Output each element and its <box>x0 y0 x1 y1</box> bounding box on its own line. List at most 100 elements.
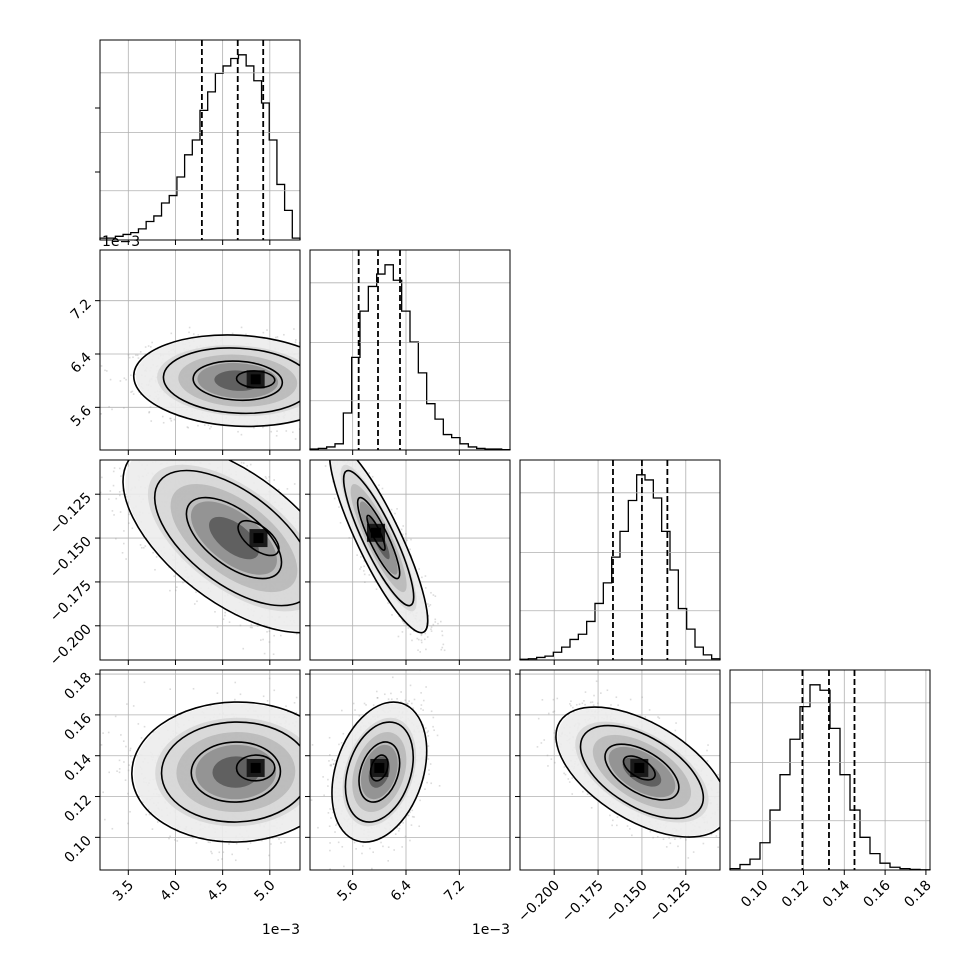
scatter-point <box>318 579 320 581</box>
scatter-point <box>111 408 113 411</box>
scatter-point <box>139 393 142 396</box>
scatter-point <box>315 565 317 567</box>
scatter-point <box>207 424 210 426</box>
scatter-point <box>311 366 313 368</box>
scatter-point <box>305 564 307 566</box>
histogram-step <box>729 684 931 871</box>
scatter-point <box>319 622 321 624</box>
scatter-point <box>193 603 196 605</box>
scatter-point <box>320 512 322 514</box>
scatter-point <box>335 378 337 380</box>
scatter-point <box>319 358 321 360</box>
scatter-point <box>250 454 252 456</box>
scatter-point <box>321 364 323 366</box>
scatter-point <box>301 405 303 407</box>
scatter-point <box>325 437 327 439</box>
scatter-point <box>306 372 308 374</box>
scatter-point <box>305 389 307 391</box>
scatter-point <box>306 360 308 362</box>
scatter-point <box>314 613 316 615</box>
density-peak-core <box>250 374 261 385</box>
scatter-point <box>319 347 321 349</box>
scatter-point <box>327 526 329 528</box>
scatter-point <box>324 393 326 395</box>
scatter-point <box>272 653 275 656</box>
scatter-point <box>315 406 317 408</box>
scatter-point <box>314 422 316 424</box>
scatter-point <box>342 379 344 381</box>
scatter-point <box>332 384 334 386</box>
contour-line <box>162 347 300 415</box>
scatter-point <box>161 453 163 455</box>
scatter-point <box>100 491 102 494</box>
scatter-point <box>224 614 226 617</box>
scatter-point <box>312 555 314 557</box>
scatter-point <box>303 574 305 576</box>
scatter-point <box>308 561 310 563</box>
scatter-point <box>312 616 314 618</box>
scatter-point <box>337 390 339 392</box>
scatter-point <box>302 369 304 371</box>
scatter-point <box>173 445 175 447</box>
scatter-point <box>303 549 305 551</box>
scatter-point <box>197 454 199 456</box>
scatter-point <box>313 404 315 406</box>
scatter-point <box>306 616 308 618</box>
scatter-point <box>332 396 334 398</box>
scatter-point <box>345 401 347 403</box>
scatter-point <box>301 404 303 406</box>
scatter-point <box>322 595 324 597</box>
scatter-point <box>126 496 128 498</box>
scatter-point <box>170 332 173 335</box>
scatter-point <box>187 426 190 429</box>
scatter-point <box>337 564 339 566</box>
scatter-point <box>134 453 136 455</box>
scatter-point <box>121 552 124 554</box>
scatter-point <box>325 602 327 604</box>
scatter-point <box>349 638 351 640</box>
scatter-point <box>346 385 348 387</box>
scatter-point <box>326 375 328 377</box>
scatter-point <box>366 382 368 384</box>
scatter-point <box>321 349 323 351</box>
scatter-point <box>143 456 145 458</box>
scatter-point <box>302 419 304 421</box>
scatter-point <box>101 476 103 479</box>
scatter-point <box>314 588 316 590</box>
scatter-point <box>127 353 130 356</box>
scatter-point <box>300 558 302 560</box>
contour-line <box>192 360 284 402</box>
scatter-point <box>185 453 187 455</box>
scatter-point <box>326 374 328 376</box>
scatter-point <box>306 380 308 382</box>
scatter-point <box>120 417 122 419</box>
contour-line <box>235 370 276 389</box>
scatter-point <box>155 441 157 443</box>
scatter-point <box>148 411 150 414</box>
scatter-point <box>304 361 306 363</box>
scatter-point <box>240 461 243 464</box>
scatter-point <box>322 563 324 565</box>
scatter-point <box>304 635 306 637</box>
scatter-point <box>298 428 300 430</box>
scatter-point <box>341 383 343 385</box>
scatter-point <box>304 399 306 401</box>
scatter-point <box>348 631 350 633</box>
scatter-point <box>125 558 127 560</box>
scatter-point <box>210 425 212 428</box>
scatter-point <box>307 406 309 408</box>
scatter-point <box>333 553 335 555</box>
scatter-point <box>319 629 321 631</box>
scatter-point <box>149 447 151 449</box>
scatter-point <box>328 598 330 600</box>
scatter-point <box>301 573 303 575</box>
scatter-point <box>312 559 314 561</box>
scatter-point <box>267 479 270 482</box>
scatter-point <box>169 417 171 420</box>
scatter-point <box>319 641 321 643</box>
scatter-point <box>329 347 331 349</box>
scatter-point <box>302 568 304 570</box>
scatter-point <box>111 510 114 512</box>
contour-line <box>132 334 300 428</box>
